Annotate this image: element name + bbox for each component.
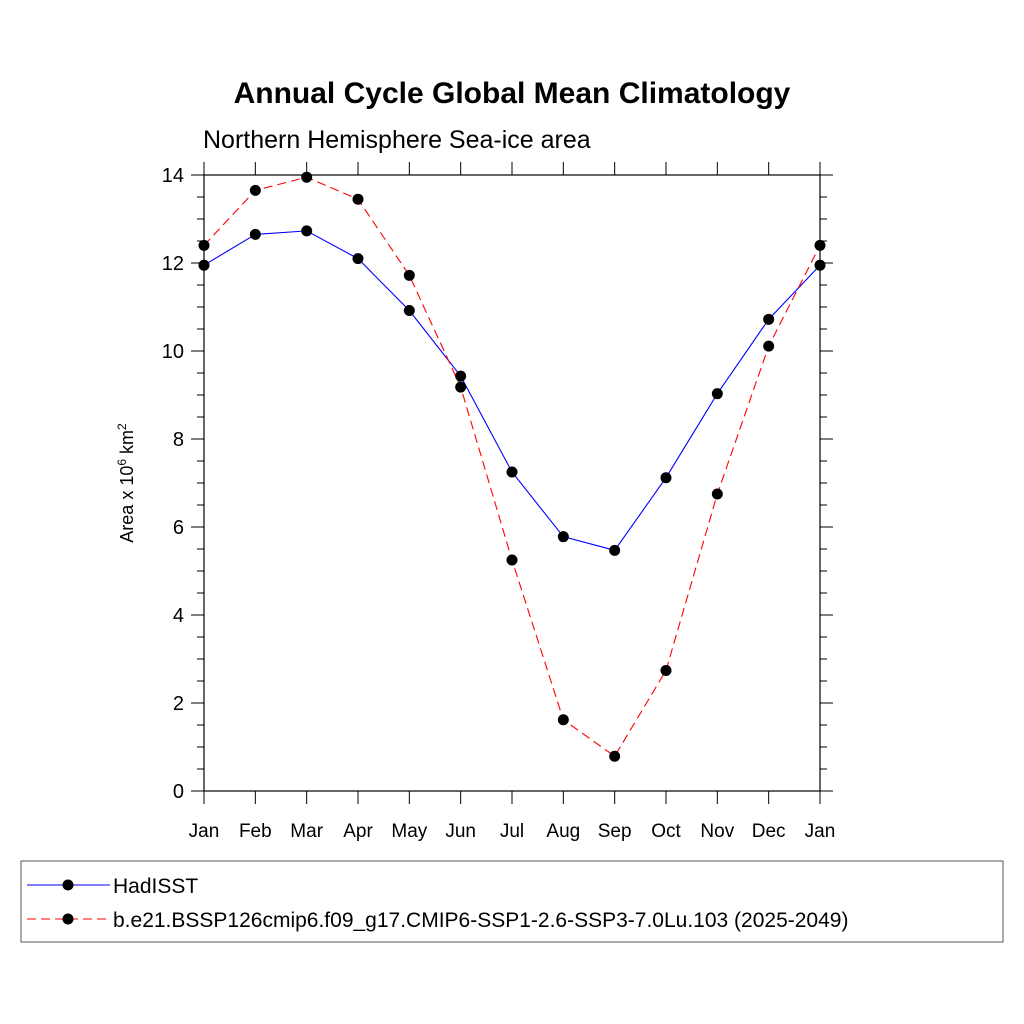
series-2-point	[609, 750, 621, 762]
y-axis-label-exponent-2: 2	[115, 423, 129, 430]
series-1-point	[814, 259, 826, 271]
plot-frame	[203, 174, 821, 792]
x-axis: Jan Feb Mar Apr May Jun Jul Aug Sep Oct Nov Dec Jan	[189, 162, 836, 842]
x-tick-label: Mar	[290, 821, 323, 842]
y-tick-label: 8	[173, 429, 184, 451]
x-tick-label: Nov	[700, 821, 734, 842]
legend-box	[20, 860, 1004, 943]
x-tick-label: Oct	[651, 821, 681, 842]
series-1-point	[352, 253, 364, 265]
y-axis-label: Area x 106 km2	[115, 423, 137, 543]
series-layer	[198, 171, 826, 762]
series-2-point	[763, 340, 775, 352]
x-tick-label: Dec	[752, 821, 786, 842]
series-1-point	[506, 466, 518, 478]
series-line-1	[203, 230, 821, 551]
legend-label-2: b.e21.BSSP126cmip6.f09_g17.CMIP6-SSP1-2.…	[113, 909, 848, 932]
series-1-point	[249, 228, 261, 240]
series-1-point	[301, 225, 313, 237]
legend-marker-1	[62, 879, 74, 891]
y-axis-label-prefix: Area x 10	[117, 466, 137, 543]
series-1-point	[763, 313, 775, 325]
chart-subtitle: Northern Hemisphere Sea-ice area	[203, 126, 591, 154]
series-2-point	[198, 239, 210, 251]
y-tick-label: 10	[162, 341, 184, 363]
series-1-point	[711, 388, 723, 400]
y-tick-label: 2	[173, 693, 184, 715]
y-tick-label: 6	[173, 517, 184, 539]
series-2-point	[403, 269, 415, 281]
legend-label-1: HadISST	[113, 875, 198, 898]
y-tick-label: 14	[162, 165, 184, 187]
series-1-point	[403, 305, 415, 317]
x-tick-label: Sep	[598, 821, 632, 842]
chart-title: Annual Cycle Global Mean Climatology	[234, 77, 791, 110]
series-2-point	[814, 239, 826, 251]
y-axis-label-exponent-1: 6	[115, 459, 129, 466]
series-1-point	[660, 472, 672, 484]
x-tick-label: Jun	[445, 821, 476, 842]
legend-marker-2	[62, 913, 74, 925]
x-tick-label: Feb	[239, 821, 272, 842]
x-tick-label: Jul	[500, 821, 524, 842]
y-axis-label-unit: km	[117, 430, 137, 459]
series-2-point	[711, 488, 723, 500]
x-tick-label: Jan	[189, 821, 220, 842]
series-2-point	[506, 554, 518, 566]
series-2-point	[557, 714, 569, 726]
series-1-point	[609, 544, 621, 556]
series-1-point	[198, 259, 210, 271]
x-tick-label: May	[391, 821, 427, 842]
series-2-point	[301, 171, 313, 183]
y-tick-label: 4	[173, 605, 184, 627]
series-2-point	[660, 664, 672, 676]
y-tick-label: 0	[173, 781, 184, 803]
series-1-point	[557, 531, 569, 543]
x-tick-label: Apr	[343, 821, 373, 842]
y-tick-label: 12	[162, 253, 184, 275]
y-axis: 0 2 4 6 8 10 12 14	[162, 165, 833, 803]
x-tick-label: Aug	[546, 821, 580, 842]
series-2-point	[352, 193, 364, 205]
x-tick-label: Jan	[805, 821, 836, 842]
series-1-point	[455, 370, 467, 382]
series-2-point	[249, 184, 261, 196]
legend: HadISST b.e21.BSSP126cmip6.f09_g17.CMIP6-…	[20, 860, 1004, 943]
series-2-point	[455, 381, 467, 393]
